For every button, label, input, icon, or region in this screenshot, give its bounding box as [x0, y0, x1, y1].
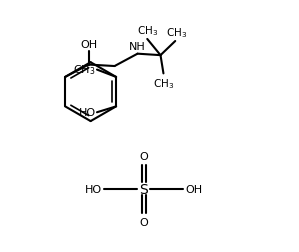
- Text: CH$_3$: CH$_3$: [166, 26, 187, 40]
- Text: HO: HO: [85, 184, 102, 194]
- Text: O: O: [139, 217, 148, 227]
- Text: S: S: [139, 182, 148, 196]
- Text: CH$_3$: CH$_3$: [73, 64, 95, 77]
- Text: NH: NH: [129, 42, 146, 52]
- Text: CH$_3$: CH$_3$: [153, 76, 174, 90]
- Text: OH: OH: [185, 184, 202, 194]
- Text: O: O: [139, 151, 148, 161]
- Text: HO: HO: [78, 108, 95, 118]
- Text: OH: OH: [80, 40, 97, 50]
- Text: CH$_3$: CH$_3$: [137, 24, 158, 38]
